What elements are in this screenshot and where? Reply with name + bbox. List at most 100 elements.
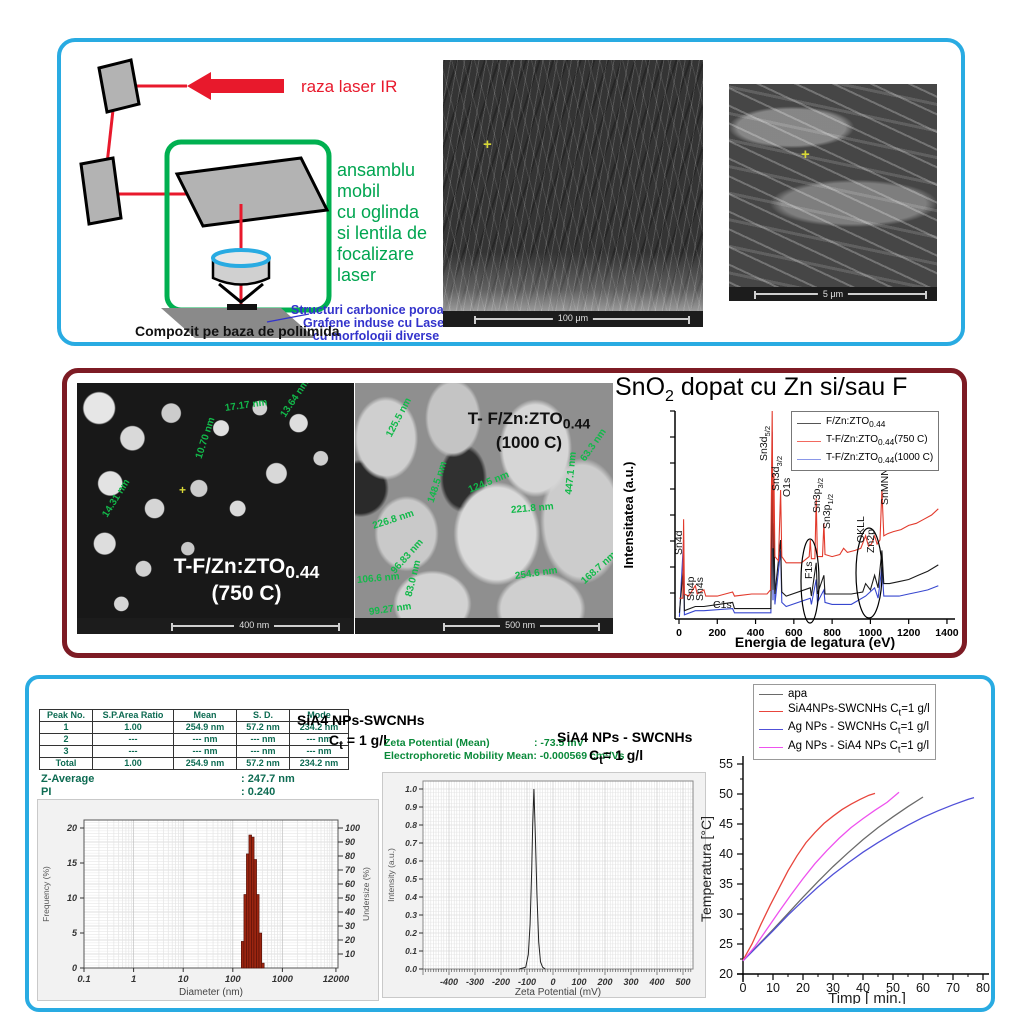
svg-text:-300: -300 [466, 977, 484, 987]
svg-text:cu morfologii diverse: cu morfologii diverse [313, 329, 439, 341]
svg-text:10: 10 [345, 949, 355, 959]
svg-text:100: 100 [225, 974, 242, 985]
svg-text:0: 0 [72, 963, 77, 973]
svg-text:90: 90 [345, 837, 355, 847]
dls-histogram-chart: 0 5 10 15 20 10 20 30 40 50 60 70 80 90 100 0.1 1 10 100 10… [37, 799, 379, 1001]
svg-text:0.8: 0.8 [405, 820, 417, 830]
svg-text:Timp [ min.]: Timp [ min.] [828, 990, 906, 1004]
svg-text:Grafene induse cu Laser: Grafene induse cu Laser [303, 316, 449, 330]
svg-text:C1s: C1s [713, 599, 732, 611]
table-cell: 1 [39, 721, 93, 734]
svg-text:Sn4p: Sn4p [685, 576, 697, 601]
svg-text:200: 200 [596, 977, 612, 987]
measurement-label: 17.17 nm [224, 397, 269, 414]
table-row: Total 1.00 254.9 nm 57.2 nm 234.2 nm [39, 757, 349, 770]
legend-entry: apa [759, 687, 930, 702]
table-cell: 57.2 nm [236, 721, 290, 734]
svg-text:20: 20 [719, 967, 733, 981]
mirror-mid-left [79, 156, 123, 226]
measurement-label: 125.5 nm [384, 396, 414, 440]
table-row: 2 --- --- nm --- nm --- nm [39, 733, 349, 746]
sem1-scale-label: 100 μm [552, 313, 594, 323]
svg-text:800: 800 [823, 627, 841, 639]
svg-text:Zn2p: Zn2p [865, 529, 877, 553]
table-cell: 234.2 nm [289, 757, 349, 770]
sem1000-temperature: (1000 C) [495, 432, 563, 452]
temperature-legend: apa SiA4NPs-SWCNHs Ct=1 g/l Ag NPs - SWCNH… [753, 684, 936, 760]
svg-text:55: 55 [719, 757, 733, 771]
table-cell: --- nm [173, 733, 237, 746]
svg-text:OKLL: OKLL [855, 516, 867, 543]
svg-text:20: 20 [796, 981, 810, 995]
svg-text:40: 40 [344, 907, 355, 917]
measurement-label: 254.6 nm [514, 565, 559, 582]
svg-text:Temperatura [°C]: Temperatura [°C] [698, 816, 714, 922]
substrate [161, 308, 315, 338]
dls-histogram-plot: 0 5 10 15 20 10 20 30 40 50 60 70 80 90 100 0.1 1 10 100 10… [41, 819, 371, 998]
electrophoretic-mobility-value: : -0.000569 cm²/Vs [533, 750, 625, 762]
sem750-sample-name: T-F/Zn:ZTO0.44 [173, 555, 320, 583]
svg-text:70: 70 [946, 981, 960, 995]
legend-entry: Ag NPs - SiA4 NPs Ct=1 g/l [759, 739, 930, 757]
substrate-label: Compozit pe baza de poliimida [135, 323, 340, 339]
svg-text:focalizare: focalizare [337, 244, 414, 264]
svg-text:50: 50 [886, 981, 900, 995]
svg-text:Structuri carbonice poroase/: Structuri carbonice poroase/ [291, 303, 449, 317]
svg-text:25: 25 [719, 937, 733, 951]
svg-text:cu oglinda: cu oglinda [337, 202, 420, 222]
table-cell: --- nm [173, 745, 237, 758]
table-cell: 1.00 [92, 757, 174, 770]
svg-text:0: 0 [740, 981, 747, 995]
lens-cone [218, 282, 264, 304]
svg-text:40: 40 [719, 847, 733, 861]
xps-plot: 0 200 400 600 800 1000 1200 1400 Energia de lega… [621, 410, 959, 650]
svg-text:300: 300 [623, 977, 638, 987]
svg-text:60: 60 [916, 981, 930, 995]
table-cell: Total [39, 757, 93, 770]
measurement-label: 226.8 nm [371, 508, 416, 532]
table-cell: 2 [39, 733, 93, 746]
table-cell: 57.2 nm [236, 757, 290, 770]
svg-text:0: 0 [550, 977, 555, 987]
sem1000-title: T- F/Zn:ZTO0.44 (1000 C) [447, 409, 611, 452]
svg-text:-400: -400 [440, 977, 458, 987]
sem1000-sample-name: T- F/Zn:ZTO0.44 [467, 409, 591, 433]
sem1000-scale-label: 500 nm [500, 620, 541, 630]
svg-text:0.4: 0.4 [405, 892, 417, 902]
panel2-title: SnO2 dopat cu Zn si/sau F [615, 373, 908, 405]
legend-entry: T-F/Zn:ZTO0.44(1000 C) [797, 450, 933, 468]
sem-crosshair: + [483, 136, 492, 153]
table-cell: 254.9 nm [173, 757, 237, 770]
sem750-scale-label: 400 nm [234, 620, 275, 630]
svg-text:100: 100 [571, 977, 586, 987]
measurement-label: 13.64 nm [278, 383, 312, 420]
svg-text:10: 10 [178, 974, 189, 985]
svg-text:Sn3p3/2: Sn3p3/2 [811, 478, 825, 513]
svg-text:80: 80 [976, 981, 990, 995]
svg-text:0.0: 0.0 [405, 964, 417, 974]
svg-text:10: 10 [67, 893, 77, 903]
svg-text:15: 15 [67, 858, 78, 868]
laser-label: raza laser IR [301, 77, 397, 96]
svg-text:Sn3d5/2: Sn3d5/2 [758, 426, 772, 461]
svg-text:30: 30 [826, 981, 840, 995]
svg-text:1000: 1000 [859, 627, 883, 639]
svg-text:45: 45 [719, 817, 733, 831]
svg-text:Undersize (%): Undersize (%) [361, 867, 371, 921]
temperature-chart: 20 25 30 35 40 45 50 55 0 10 20 30 40 50 60 70 80 Timp [ … [697, 682, 997, 1007]
svg-text:10: 10 [766, 981, 780, 995]
table-cell: --- [92, 745, 174, 758]
zeta-concentration: Ct= 1 g/l [589, 747, 644, 767]
svg-text:50: 50 [345, 893, 355, 903]
svg-text:Energia de legatura (eV): Energia de legatura (eV) [735, 634, 895, 650]
laser-setup-diagram: raza laser IR ansamblu mobil cu oglinda … [79, 58, 449, 341]
table-row: 3 --- --- nm --- nm --- nm [39, 745, 349, 758]
svg-text:1: 1 [131, 974, 136, 985]
table-cell: 1.00 [92, 721, 174, 734]
table-cell: --- nm [236, 745, 290, 758]
structures-label: Structuri carbonice poroase/ Grafene ind… [291, 303, 449, 341]
legend-entry: F/Zn:ZTO0.44 [797, 414, 933, 432]
svg-text:Sn3d3/2: Sn3d3/2 [770, 456, 784, 491]
svg-text:20: 20 [66, 823, 77, 833]
